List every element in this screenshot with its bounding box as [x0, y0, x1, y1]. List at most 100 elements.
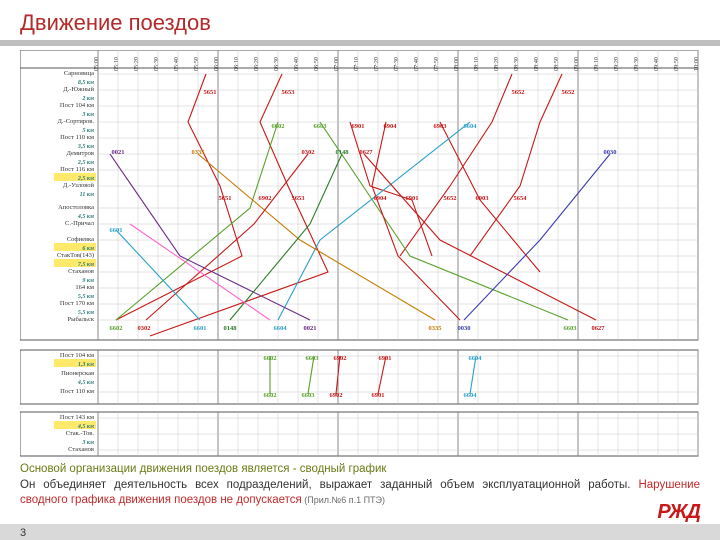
svg-text:6603: 6603 [314, 123, 328, 130]
svg-text:09:50: 09:50 [674, 57, 680, 71]
svg-text:Стаханов: Стаханов [68, 446, 94, 453]
svg-text:6901: 6901 [406, 195, 419, 202]
svg-text:5654: 5654 [514, 195, 528, 202]
svg-text:5653: 5653 [282, 89, 296, 96]
svg-text:С.-Причал: С.-Причал [65, 220, 95, 227]
svg-text:05:10: 05:10 [114, 57, 120, 71]
svg-text:6604: 6604 [274, 325, 288, 332]
svg-text:6602: 6602 [264, 392, 277, 399]
svg-text:06:30: 06:30 [274, 57, 280, 71]
svg-text:6603: 6603 [564, 325, 578, 332]
svg-text:Пост 104 км: Пост 104 км [60, 352, 94, 359]
svg-text:0302: 0302 [302, 149, 315, 156]
rzd-logo: РЖД [657, 501, 700, 524]
svg-text:6903: 6903 [476, 195, 490, 202]
svg-text:5652: 5652 [512, 89, 525, 96]
svg-text:08:40: 08:40 [534, 57, 540, 71]
svg-text:05:40: 05:40 [174, 57, 180, 71]
svg-text:6602: 6602 [110, 325, 123, 332]
svg-text:08:10: 08:10 [474, 57, 480, 71]
svg-text:5651: 5651 [204, 89, 217, 96]
svg-text:5652: 5652 [444, 195, 457, 202]
svg-text:Демитров: Демитров [67, 150, 94, 157]
svg-text:09:10: 09:10 [594, 57, 600, 71]
svg-text:07:00: 07:00 [334, 57, 340, 71]
svg-text:6603: 6603 [306, 355, 320, 362]
desc-line1: Основой организации движения поездов явл… [20, 463, 386, 475]
svg-text:5653: 5653 [292, 195, 306, 202]
svg-text:06:50: 06:50 [314, 57, 320, 71]
svg-text:6901: 6901 [372, 392, 385, 399]
svg-text:Пост 104 км: Пост 104 км [60, 102, 94, 109]
svg-text:06:20: 06:20 [254, 57, 260, 71]
svg-text:0627: 0627 [592, 325, 606, 332]
svg-text:6901: 6901 [352, 123, 365, 130]
svg-text:Д.-Южный: Д.-Южный [63, 86, 94, 93]
svg-text:11 км: 11 км [80, 192, 94, 198]
page-number: 3 [20, 527, 26, 539]
svg-text:Пост 116 км: Пост 116 км [60, 166, 94, 173]
svg-text:09:30: 09:30 [634, 57, 640, 71]
svg-text:0335: 0335 [192, 149, 206, 156]
svg-text:5652: 5652 [562, 89, 575, 96]
title-underline [0, 40, 720, 46]
desc-line2a: Он объединяет деятельность всех подразде… [20, 479, 638, 491]
svg-text:6603: 6603 [302, 392, 316, 399]
svg-text:Пост 170 км: Пост 170 км [60, 300, 94, 307]
svg-text:6602: 6602 [272, 123, 285, 130]
svg-text:07:20: 07:20 [374, 57, 380, 71]
svg-text:6901: 6901 [379, 355, 392, 362]
svg-text:0335: 0335 [429, 325, 443, 332]
svg-text:6604: 6604 [464, 123, 478, 130]
svg-text:08:50: 08:50 [554, 57, 560, 71]
svg-text:Сарновица: Сарновица [64, 70, 94, 77]
svg-text:Стак.-Тов.: Стак.-Тов. [66, 430, 95, 437]
svg-text:Д.-Сортиров.: Д.-Сортиров. [58, 118, 95, 125]
footer-bar [0, 524, 720, 540]
svg-text:Софиевка: Софиевка [67, 236, 94, 243]
svg-text:0030: 0030 [458, 325, 471, 332]
svg-text:5651: 5651 [219, 195, 232, 202]
svg-text:6602: 6602 [264, 355, 277, 362]
desc-ref: (Прил.№6 п.1 ПТЭ) [302, 495, 385, 505]
svg-text:0302: 0302 [138, 325, 151, 332]
svg-text:09:20: 09:20 [614, 57, 620, 71]
svg-text:08:30: 08:30 [514, 57, 520, 71]
svg-text:07:30: 07:30 [394, 57, 400, 71]
svg-text:6904: 6904 [384, 123, 398, 130]
svg-text:0021: 0021 [304, 325, 317, 332]
svg-text:6902: 6902 [259, 195, 272, 202]
svg-text:Д.-Узловой: Д.-Узловой [63, 182, 95, 189]
svg-text:0021: 0021 [112, 149, 125, 156]
svg-text:0030: 0030 [604, 149, 617, 156]
svg-text:0148: 0148 [336, 149, 350, 156]
svg-text:Апостоловка: Апостоловка [58, 204, 94, 211]
svg-text:05:00: 05:00 [94, 57, 100, 71]
svg-text:6902: 6902 [334, 355, 347, 362]
svg-text:07:10: 07:10 [354, 57, 360, 71]
svg-text:6904: 6904 [374, 195, 388, 202]
svg-text:07:40: 07:40 [414, 57, 420, 71]
svg-text:1,3 км: 1,3 км [78, 362, 94, 368]
svg-text:08:20: 08:20 [494, 57, 500, 71]
svg-text:Рыбальск: Рыбальск [68, 316, 95, 323]
svg-text:4,5 км: 4,5 км [77, 380, 94, 386]
svg-text:07:50: 07:50 [434, 57, 440, 71]
description-text: Основой организации движения поездов явл… [20, 462, 700, 509]
svg-text:06:40: 06:40 [294, 57, 300, 71]
svg-text:Пост 110 км: Пост 110 км [60, 134, 94, 141]
svg-text:05:20: 05:20 [134, 57, 140, 71]
svg-text:6601: 6601 [110, 227, 123, 234]
svg-text:10:00: 10:00 [694, 57, 700, 71]
svg-text:164 км: 164 км [75, 284, 94, 291]
svg-text:СтакТов(143): СтакТов(143) [57, 252, 94, 259]
svg-text:Стаханов: Стаханов [68, 268, 94, 275]
svg-text:6902: 6902 [330, 392, 343, 399]
train-graph-chart: Сарновица8,5 кмД.-Южный2 кмПост 104 км3 … [20, 50, 700, 458]
svg-text:Пост 110 км: Пост 110 км [60, 388, 94, 395]
svg-text:Пост 143 км: Пост 143 км [60, 414, 94, 421]
svg-text:09:00: 09:00 [574, 57, 580, 71]
svg-text:6601: 6601 [194, 325, 207, 332]
svg-text:08:00: 08:00 [454, 57, 460, 71]
page-title: Движение поездов [20, 10, 211, 36]
